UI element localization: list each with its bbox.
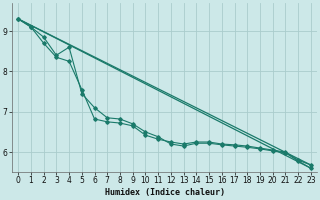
X-axis label: Humidex (Indice chaleur): Humidex (Indice chaleur) xyxy=(105,188,225,197)
